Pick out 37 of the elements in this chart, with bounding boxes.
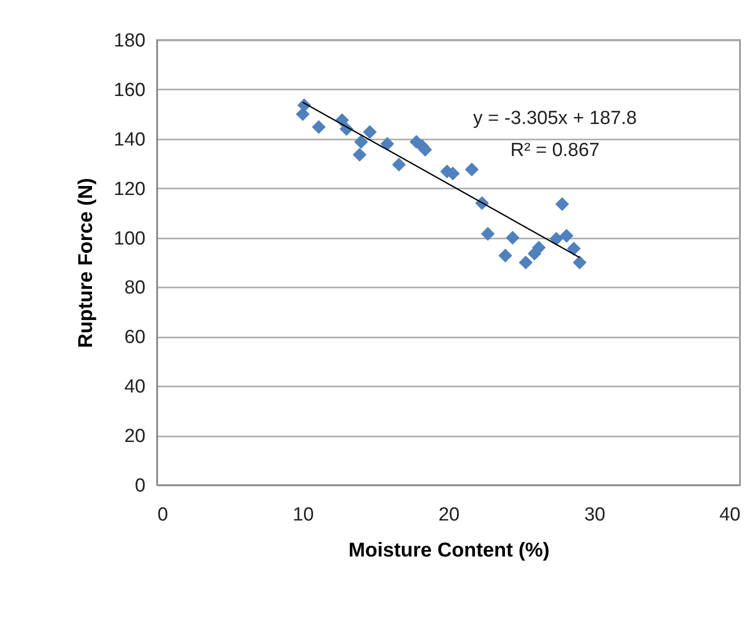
point <box>352 148 366 162</box>
point <box>555 197 570 212</box>
point <box>518 256 533 270</box>
x-axis-title: Moisture Content (%) <box>348 540 550 562</box>
y-tick-label: 20 <box>124 426 146 448</box>
y-tick-label: 0 <box>134 476 146 496</box>
point <box>566 242 581 256</box>
y-tick-label: 40 <box>124 376 146 398</box>
point <box>464 162 479 176</box>
annotation: R² = 0.867 <box>510 140 600 161</box>
point <box>506 230 520 245</box>
point <box>392 158 406 172</box>
point <box>362 125 377 139</box>
y-tick-label: 100 <box>114 228 146 250</box>
point <box>312 120 326 134</box>
x-tick-label: 0 <box>158 504 168 526</box>
point <box>498 248 512 262</box>
y-tick-label: 180 <box>114 30 146 52</box>
point <box>480 226 495 241</box>
x-tick-label: 10 <box>292 504 314 526</box>
x-tick-label: 20 <box>438 504 460 526</box>
x-tick-label: 40 <box>719 504 740 526</box>
point <box>380 136 394 151</box>
annotation: y = -3.305x + 187.8 <box>473 108 637 129</box>
y-tick-label: 160 <box>114 80 146 101</box>
point <box>296 107 310 122</box>
y-tick-label: 140 <box>114 129 146 150</box>
y-tick-label: 80 <box>124 278 146 299</box>
point <box>572 256 587 270</box>
y-tick-label: 60 <box>124 327 146 348</box>
point <box>354 134 368 149</box>
y-tick-label: 120 <box>114 178 146 200</box>
y-axis-title: Rupture Force (N) <box>74 178 97 348</box>
point <box>560 228 574 243</box>
x-tick-label: 30 <box>584 504 606 526</box>
point <box>549 232 564 246</box>
point <box>532 240 546 255</box>
